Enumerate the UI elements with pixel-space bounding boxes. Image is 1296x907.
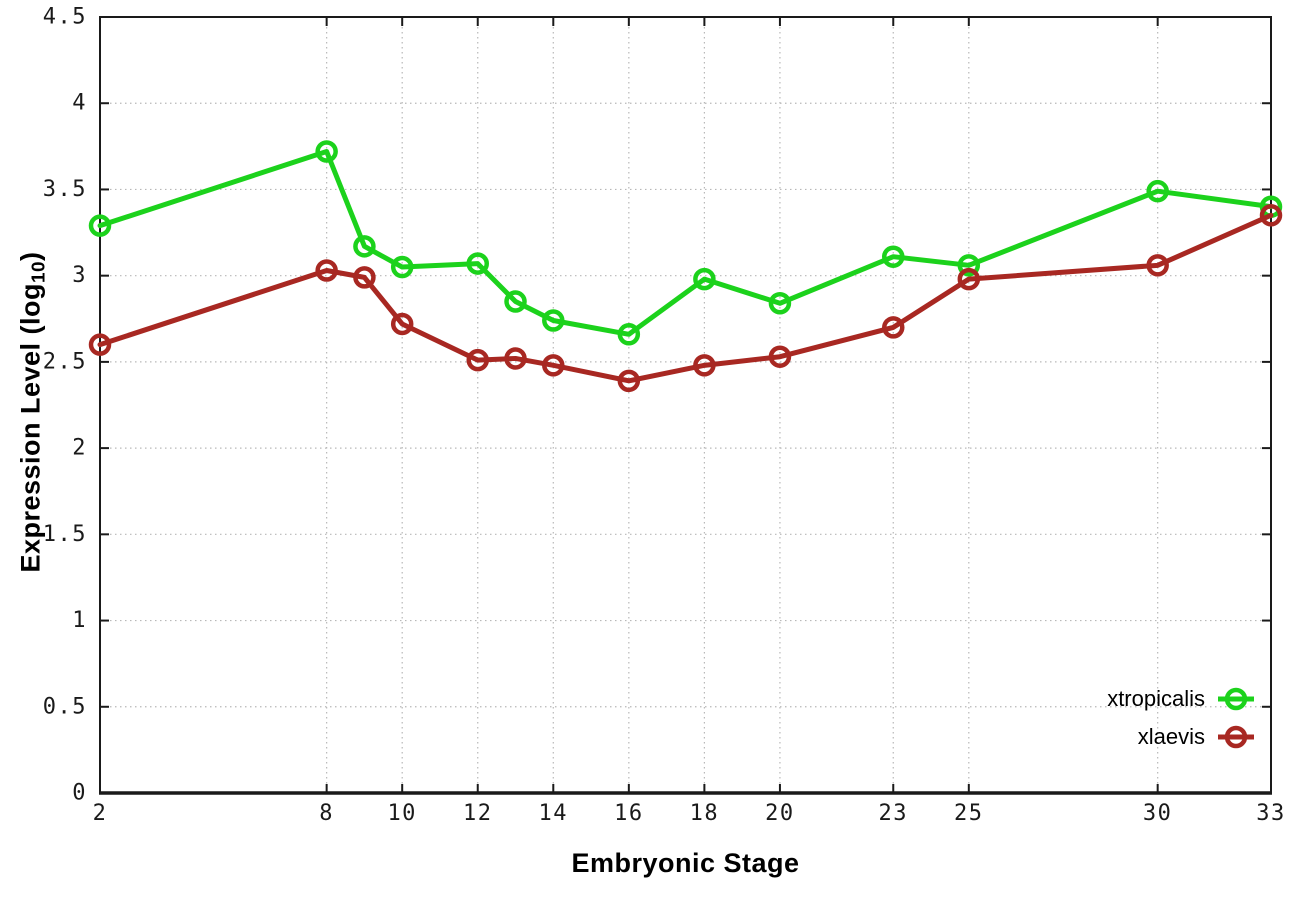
plot-border bbox=[99, 16, 1272, 794]
legend-label-xlaevis: xlaevis bbox=[1137, 723, 1205, 749]
x-tick-label: 8 bbox=[319, 801, 334, 826]
x-tick-label: 30 bbox=[1143, 801, 1173, 826]
data-point-xlaevis bbox=[390, 312, 414, 336]
y-tick-label: 4 bbox=[72, 91, 87, 116]
data-point-xtropicalis bbox=[693, 267, 716, 291]
data-point-xtropicalis bbox=[617, 323, 641, 346]
data-point-xlaevis bbox=[315, 259, 338, 282]
data-point-xtropicalis bbox=[882, 245, 905, 268]
y-tick-label: 2.5 bbox=[43, 349, 87, 374]
data-point-xlaevis bbox=[466, 348, 489, 372]
data-point-xlaevis bbox=[768, 345, 792, 368]
x-tick-label: 16 bbox=[614, 801, 644, 826]
y-tick-label: 0 bbox=[72, 781, 87, 806]
data-point-xtropicalis bbox=[957, 254, 981, 277]
y-tick-label: 1 bbox=[72, 608, 87, 633]
x-tick-label: 20 bbox=[765, 801, 795, 826]
y-tick-label: 3.5 bbox=[43, 177, 87, 202]
series-line-xtropicalis bbox=[97, 149, 1274, 337]
data-point-xtropicalis bbox=[466, 252, 489, 275]
data-point-xlaevis bbox=[542, 354, 565, 377]
data-point-xtropicalis bbox=[542, 309, 565, 332]
legend: xtropicalis xlaevis bbox=[1107, 683, 1255, 759]
data-point-xtropicalis bbox=[504, 290, 527, 313]
data-point-xtropicalis bbox=[88, 214, 112, 237]
data-point-xtropicalis bbox=[390, 255, 414, 279]
x-tick-label: 18 bbox=[690, 801, 720, 826]
y-tick-label: 0.5 bbox=[43, 694, 87, 719]
data-point-xlaevis bbox=[1146, 254, 1169, 277]
y-tick-label: 4.5 bbox=[43, 5, 87, 30]
data-point-xlaevis bbox=[504, 347, 527, 370]
x-axis-title: Embryonic Stage bbox=[571, 848, 800, 878]
data-point-xlaevis bbox=[1259, 204, 1283, 227]
data-point-xlaevis bbox=[88, 333, 112, 356]
x-tick-label: 2 bbox=[93, 801, 108, 826]
data-point-xlaevis bbox=[353, 266, 376, 289]
y-tick-label: 3 bbox=[72, 263, 87, 288]
data-point-xtropicalis bbox=[768, 292, 792, 315]
series-line-xlaevis bbox=[97, 212, 1274, 384]
x-tick-label: 23 bbox=[879, 801, 909, 826]
x-tick-label: 14 bbox=[539, 801, 569, 826]
y-axis-title-close: ) bbox=[15, 251, 46, 261]
data-point-xtropicalis bbox=[315, 140, 338, 163]
legend-label-xtropicalis: xtropicalis bbox=[1107, 685, 1205, 711]
x-tick-label: 25 bbox=[954, 801, 984, 826]
y-axis-title-text: Expression Level (log bbox=[15, 282, 46, 573]
y-tick-label: 1.5 bbox=[43, 522, 87, 547]
legend-line-marker-icon bbox=[1218, 687, 1254, 710]
x-tick-label: 33 bbox=[1256, 801, 1286, 826]
y-tick-label: 2 bbox=[72, 436, 87, 461]
data-point-xlaevis bbox=[617, 369, 641, 393]
legend-line-marker-icon bbox=[1218, 725, 1254, 748]
data-point-xtropicalis bbox=[1146, 179, 1169, 203]
data-point-xtropicalis bbox=[353, 235, 376, 258]
data-point-xlaevis bbox=[693, 354, 716, 377]
y-axis-title-subscript: 10 bbox=[28, 260, 50, 283]
y-axis-title: Expression Level (log10) bbox=[15, 251, 50, 573]
legend-entry-xlaevis: xlaevis bbox=[1107, 721, 1255, 752]
x-tick-label: 12 bbox=[463, 801, 493, 826]
data-point-xlaevis bbox=[882, 316, 905, 339]
data-point-xlaevis bbox=[957, 267, 981, 291]
x-tick-label: 10 bbox=[387, 801, 417, 826]
legend-entry-xtropicalis: xtropicalis bbox=[1107, 683, 1255, 714]
